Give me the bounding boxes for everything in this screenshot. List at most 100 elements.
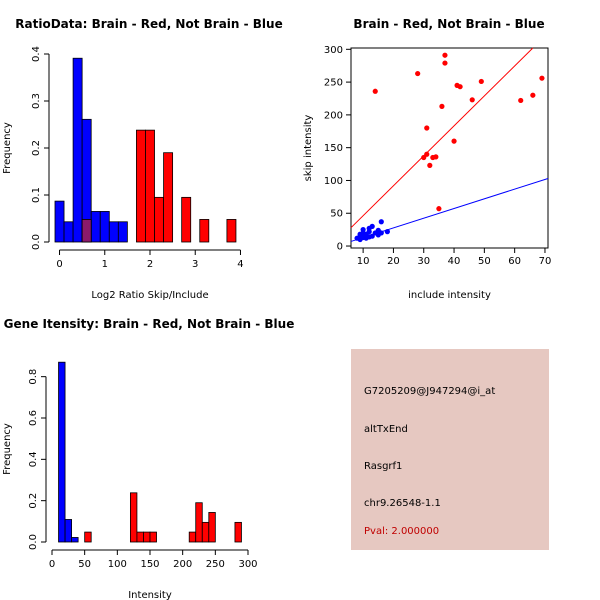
scatter-y-axis-label: skip intensity — [303, 115, 314, 182]
intensity-bar-brain — [149, 531, 157, 543]
intensity-y-tick-label: 0.6 — [28, 410, 39, 426]
scatter-point-brain — [427, 162, 433, 168]
scatter-point-not-brain — [357, 231, 363, 237]
ratio-x-tick-label: 4 — [237, 259, 243, 270]
scatter-point-brain — [442, 52, 448, 58]
intensity-bar-brain — [136, 531, 144, 543]
scatter-y-tick-label: 100 — [324, 176, 343, 187]
ratio-x-tick-label: 1 — [102, 259, 108, 270]
scatter-y-tick-label: 50 — [330, 209, 343, 220]
scatter-x-tick-label: 40 — [448, 256, 461, 267]
scatter-point-brain — [451, 138, 457, 144]
scatter-point-brain — [424, 125, 430, 131]
scatter-x-tick-label: 20 — [387, 256, 400, 267]
scatter-point-brain — [530, 92, 536, 98]
scatter-point-not-brain — [369, 223, 375, 229]
intensity-bar-brain — [143, 531, 151, 543]
scatter-plot-frame — [350, 47, 549, 249]
intensity-y-tick-label: 0.0 — [28, 534, 39, 550]
scatter-point-brain — [442, 60, 448, 66]
ratio-bar-not-brain — [54, 200, 65, 243]
scatter-y-tick-label: 0 — [337, 242, 343, 253]
scatter-fit-line-brain-fit — [350, 47, 534, 229]
ratio-bar-brain — [226, 219, 237, 243]
intensity-bar-not-brain — [71, 537, 79, 543]
intensity-bar-brain — [195, 502, 203, 543]
intensity-x-tick-label: 50 — [78, 559, 91, 570]
scatter-point-brain — [415, 70, 421, 77]
scatter-point-brain — [433, 154, 439, 160]
intensity-bar-brain — [208, 512, 216, 543]
ratio-y-tick-label: 0.1 — [31, 187, 42, 203]
ratio-bar-overlap — [81, 219, 92, 243]
ratio-bar-brain — [181, 196, 192, 243]
intensity-y-axis-label: Frequency — [2, 423, 13, 475]
pval-text: Pval: 2.000000 — [364, 526, 440, 537]
scatter-point-brain — [424, 151, 430, 157]
scatter-point-brain — [518, 97, 524, 104]
intensity-bar-brain — [188, 531, 197, 543]
gene-name-text: Rasgrf1 — [364, 461, 403, 472]
ratio-y-axis-label: Frequency — [2, 122, 13, 174]
scatter-point-brain — [454, 82, 460, 88]
ratio-bar-not-brain — [72, 57, 83, 243]
scatter-x-tick-label: 10 — [357, 256, 370, 267]
intensity-bar-brain — [84, 531, 92, 543]
intensity-chart-title: Gene Itensity: Brain - Red, Not Brain - … — [4, 317, 295, 331]
scatter-point-brain — [539, 75, 545, 81]
intensity-x-tick-label: 200 — [173, 559, 192, 570]
scatter-x-tick-label: 70 — [539, 256, 552, 267]
scatter-point-brain — [436, 206, 442, 212]
ratio-chart-title: RatioData: Brain - Red, Not Brain - Blue — [15, 17, 282, 31]
scatter-x-tick-label: 30 — [417, 256, 430, 267]
ratio-bar-brain — [154, 196, 164, 243]
intensity-x-tick-label: 100 — [108, 559, 127, 570]
ratio-bar-not-brain — [117, 221, 128, 243]
intensity-bar-brain — [201, 521, 210, 543]
scatter-y-tick-label: 300 — [324, 45, 343, 56]
ratio-x-tick-label: 0 — [56, 259, 62, 270]
intensity-x-tick-label: 250 — [206, 559, 225, 570]
scatter-chart-title: Brain - Red, Not Brain - Blue — [353, 17, 544, 31]
scatter-x-axis-label: include intensity — [408, 290, 491, 301]
scatter-point-brain — [469, 97, 475, 103]
intensity-bar-not-brain — [64, 519, 72, 543]
scatter-point-not-brain — [366, 234, 372, 240]
ratio-bar-not-brain — [108, 221, 119, 243]
intensity-x-tick-label: 300 — [238, 559, 257, 570]
scatter-point-brain — [372, 88, 378, 94]
ratio-bar-brain — [136, 129, 146, 243]
scatter-point-not-brain — [384, 229, 390, 235]
intensity-y-tick-label: 0.2 — [28, 493, 39, 509]
ratio-y-tick-label: 0.0 — [31, 234, 42, 250]
intensity-x-tick-label: 150 — [140, 559, 159, 570]
intensity-y-tick-label: 0.4 — [28, 451, 39, 467]
scatter-x-tick-label: 50 — [478, 256, 491, 267]
ratio-bar-brain — [145, 129, 155, 243]
ratio-x-axis-label: Log2 Ratio Skip/Include — [91, 290, 208, 301]
ratio-bar-brain — [199, 219, 210, 243]
intensity-x-axis-label: Intensity — [128, 590, 172, 600]
scatter-y-tick-label: 200 — [324, 110, 343, 121]
scatter-point-brain — [478, 78, 484, 85]
ratio-bar-not-brain — [63, 221, 74, 243]
ratio-y-tick-label: 0.4 — [31, 46, 42, 62]
scatter-point-not-brain — [360, 227, 366, 233]
info-panel: G7205209@J947294@i_at altTxEnd Rasgrf1 c… — [351, 349, 549, 550]
ratio-x-tick-label: 3 — [192, 259, 198, 270]
ratio-y-tick-label: 0.2 — [31, 140, 42, 156]
ratio-x-tick-label: 2 — [147, 259, 153, 270]
scatter-fit-line-not-brain-fit — [350, 178, 549, 242]
intensity-bar-brain — [234, 521, 242, 543]
intensity-y-tick-label: 0.8 — [28, 369, 39, 385]
intensity-x-tick-label: 0 — [49, 559, 55, 570]
ratio-y-tick-label: 0.3 — [31, 93, 42, 109]
scatter-point-brain — [421, 154, 427, 161]
ratio-bar-not-brain — [99, 211, 110, 243]
scatter-y-tick-label: 250 — [324, 78, 343, 89]
probe-id-text: G7205209@J947294@i_at — [364, 386, 496, 397]
scatter-point-not-brain — [378, 219, 384, 225]
ratio-bar-brain — [163, 152, 174, 243]
ratio-bar-not-brain — [90, 211, 101, 243]
